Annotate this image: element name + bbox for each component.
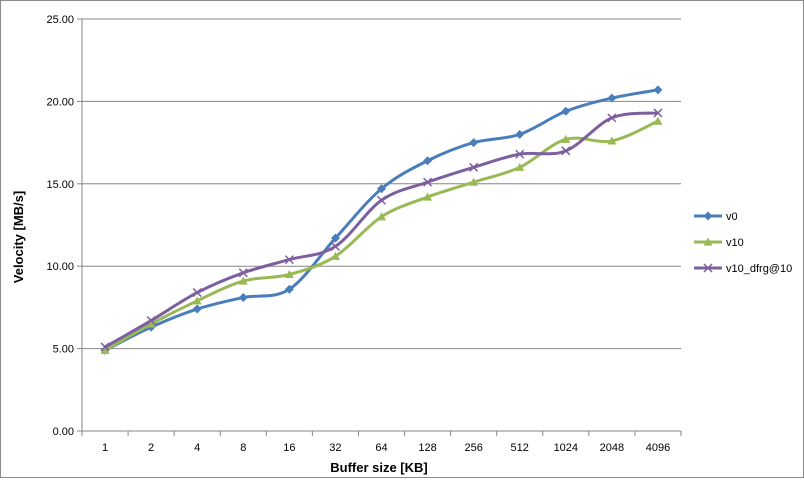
point-v10-dfrg-10-8 — [238, 268, 248, 278]
x-tick-labels: 1 2 4 8 16 32 64 128 256 512 1024 2048 4096 — [102, 442, 670, 454]
point-v10-32 — [330, 251, 340, 260]
y-tick-label-1: 5.00 — [53, 344, 74, 356]
y-axis-label: Velocity [MB/s] — [11, 191, 26, 283]
x-tick-label-16: 16 — [283, 442, 295, 454]
point-v10-dfrg-10-1 — [100, 342, 110, 352]
x-tick-label-512: 512 — [511, 442, 529, 454]
point-v10-256 — [469, 177, 479, 186]
x-tick-label-2: 2 — [148, 442, 154, 454]
point-v10-dfrg-10-1024 — [561, 146, 571, 156]
point-v10-dfrg-10-512 — [515, 149, 525, 159]
x-tick-label-2048: 2048 — [600, 442, 624, 454]
point-v10-4 — [192, 296, 202, 305]
legend-label-v10-dfrg-10: v10_dfrg@10 — [726, 263, 792, 275]
point-v10-dfrg-10-4096 — [653, 108, 663, 118]
x-tick-label-128: 128 — [418, 442, 436, 454]
point-v0-16 — [284, 284, 294, 294]
axes — [77, 18, 682, 436]
legend-marker-v10-dfrg-10 — [703, 263, 713, 273]
point-v10-dfrg-10-16 — [284, 255, 294, 265]
x-tick-label-4: 4 — [194, 442, 200, 454]
y-tick-label-0: 0.00 — [53, 426, 74, 438]
series-markers — [100, 85, 663, 355]
point-v10-64 — [377, 212, 386, 221]
legend-label-v10: v10 — [726, 237, 744, 249]
point-v0-4 — [192, 304, 202, 314]
x-axis-label: Buffer size [KB] — [330, 460, 428, 475]
point-v10-2048 — [607, 136, 617, 145]
point-v10-dfrg-10-2048 — [607, 113, 617, 123]
x-tick-label-32: 32 — [329, 442, 341, 454]
y-tick-labels: 0.00 5.00 10.00 15.00 20.00 25.00 — [46, 14, 74, 438]
legend: v0 v10 v10_dfrg@10 — [694, 211, 792, 275]
legend-marker-v0 — [703, 211, 713, 221]
point-v0-64 — [377, 184, 386, 194]
series-line-v10 — [104, 119, 659, 352]
point-v10-512 — [515, 162, 525, 171]
point-v10-dfrg-10-128 — [423, 177, 433, 187]
point-v10-dfrg-10-64 — [376, 195, 387, 205]
point-v10-4096 — [653, 116, 663, 125]
legend-marker-v10 — [703, 237, 713, 246]
y-tick-label-5: 25.00 — [46, 14, 74, 26]
x-tick-label-256: 256 — [464, 442, 482, 454]
y-tick-label-2: 10.00 — [46, 261, 74, 273]
point-v0-512 — [515, 129, 525, 139]
point-v10-1 — [100, 345, 110, 354]
point-v0-32 — [330, 233, 340, 243]
x-tick-label-4096: 4096 — [646, 442, 670, 454]
point-v10-2 — [146, 319, 156, 328]
grid-lines — [82, 18, 681, 350]
point-v10-16 — [284, 269, 294, 279]
point-v0-1024 — [561, 106, 571, 116]
point-v10-dfrg-10-256 — [469, 162, 479, 172]
x-tick-label-64: 64 — [375, 442, 387, 454]
point-v10-dfrg-10-2 — [146, 316, 156, 326]
point-v10-dfrg-10-4 — [192, 288, 202, 298]
y-tick-label-3: 15.00 — [46, 179, 74, 191]
point-v0-8 — [238, 293, 248, 303]
point-v0-2048 — [607, 93, 617, 103]
point-v0-256 — [469, 138, 479, 148]
point-v0-128 — [423, 156, 433, 166]
x-tick-label-1: 1 — [102, 442, 108, 454]
y-tick-label-4: 20.00 — [46, 96, 74, 108]
point-v0-4096 — [653, 85, 663, 95]
point-v10-1024 — [561, 134, 571, 143]
x-tick-label-1024: 1024 — [554, 442, 578, 454]
legend-label-v0: v0 — [726, 211, 738, 223]
point-v10-dfrg-10-32 — [330, 241, 340, 251]
point-v10-8 — [238, 276, 248, 285]
x-tick-label-8: 8 — [240, 442, 246, 454]
point-v10-128 — [423, 192, 433, 201]
